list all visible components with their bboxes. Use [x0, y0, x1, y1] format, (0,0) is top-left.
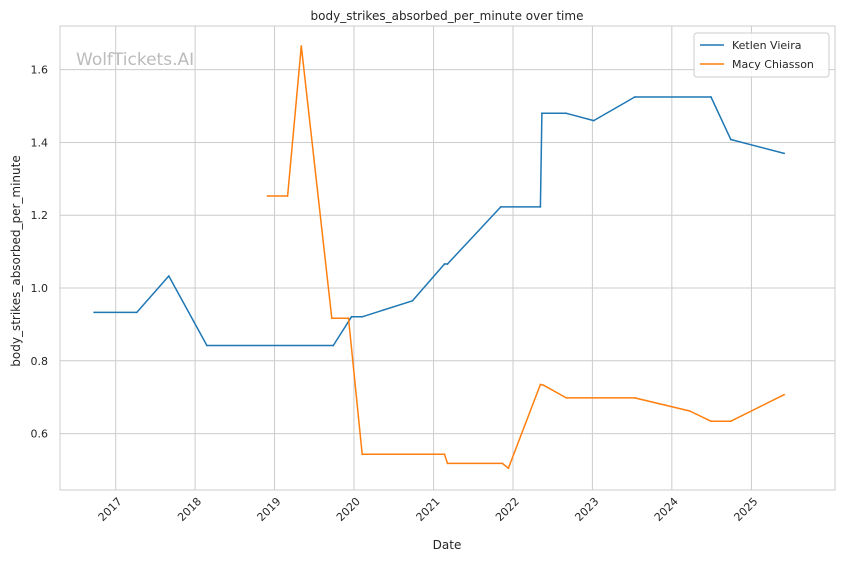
- y-axis-ticks: 0.6 0.8 1.0 1.2 1.4 1.6: [31, 64, 49, 441]
- data-point-ketlen-vieira: [135, 311, 138, 314]
- data-point-macy-chiasson: [347, 317, 350, 320]
- data-point-macy-chiasson: [501, 462, 504, 465]
- data-point-macy-chiasson: [361, 453, 364, 456]
- data-point-ketlen-vieira: [592, 119, 595, 122]
- data-point-macy-chiasson: [266, 195, 269, 197]
- y-tick-label: 0.6: [31, 428, 49, 441]
- data-point-macy-chiasson: [688, 410, 691, 412]
- data-point-macy-chiasson: [443, 453, 446, 456]
- data-point-ketlen-vieira: [633, 96, 636, 98]
- data-point-macy-chiasson: [542, 384, 545, 387]
- y-tick-label: 0.8: [31, 355, 49, 368]
- series-group: [93, 45, 785, 470]
- data-point-ketlen-vieira: [350, 315, 353, 318]
- data-point-macy-chiasson: [286, 195, 289, 197]
- data-point-ketlen-vieira: [729, 138, 732, 141]
- data-point-ketlen-vieira: [446, 263, 449, 265]
- series-line-macy-chiasson: [267, 45, 785, 469]
- data-point-macy-chiasson: [783, 393, 785, 396]
- data-point-ketlen-vieira: [541, 112, 543, 115]
- chart-title: body_strikes_absorbed_per_minute over ti…: [311, 9, 584, 23]
- data-point-macy-chiasson: [729, 420, 732, 423]
- x-axis-title: Date: [433, 538, 462, 552]
- data-point-macy-chiasson: [633, 397, 636, 399]
- data-point-ketlen-vieira: [565, 112, 568, 115]
- grid: [60, 26, 835, 490]
- y-tick-label: 1.0: [31, 282, 49, 295]
- data-point-macy-chiasson: [539, 383, 542, 386]
- data-point-macy-chiasson: [507, 467, 510, 470]
- data-point-ketlen-vieira: [206, 344, 208, 347]
- y-tick-label: 1.4: [31, 136, 49, 149]
- data-point-ketlen-vieira: [93, 311, 96, 314]
- legend: Ketlen Vieira Macy Chiasson: [693, 32, 830, 78]
- data-point-macy-chiasson: [300, 45, 303, 47]
- data-point-ketlen-vieira: [539, 206, 542, 208]
- y-tick-label: 1.6: [31, 64, 49, 77]
- y-tick-label: 1.2: [31, 209, 49, 222]
- data-point-ketlen-vieira: [443, 263, 446, 265]
- data-point-ketlen-vieira: [361, 315, 364, 318]
- data-point-ketlen-vieira: [411, 299, 414, 302]
- watermark: WolfTickets.AI: [76, 50, 194, 70]
- data-point-macy-chiasson: [330, 317, 333, 320]
- legend-box: [693, 32, 830, 78]
- legend-label-ketlen-vieira: Ketlen Vieira: [732, 39, 801, 52]
- data-point-ketlen-vieira: [167, 275, 170, 277]
- data-point-ketlen-vieira: [710, 96, 712, 98]
- data-point-ketlen-vieira: [499, 206, 502, 208]
- data-point-macy-chiasson: [446, 462, 449, 465]
- data-point-ketlen-vieira: [332, 344, 335, 347]
- data-point-ketlen-vieira: [783, 152, 785, 155]
- plot-area-frame: [59, 25, 836, 491]
- y-axis-title: body_strikes_absorbed_per_minute: [9, 155, 23, 366]
- data-point-macy-chiasson: [710, 420, 712, 423]
- data-point-macy-chiasson: [565, 397, 568, 399]
- legend-label-macy-chiasson: Macy Chiasson: [732, 58, 814, 71]
